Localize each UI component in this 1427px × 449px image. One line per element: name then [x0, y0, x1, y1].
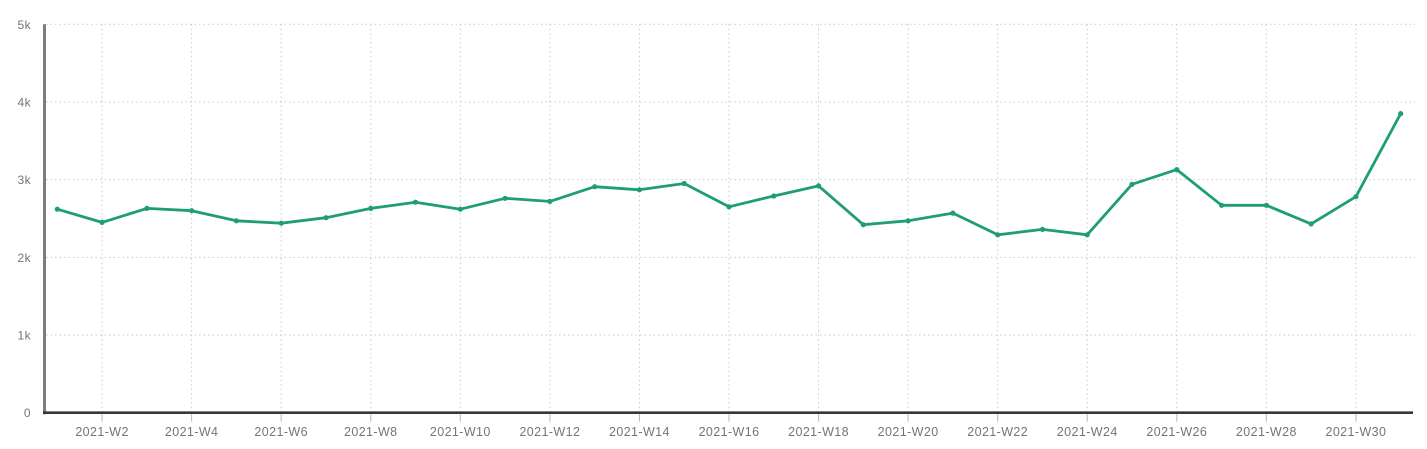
- data-point-marker[interactable]: [950, 210, 956, 216]
- data-point-marker[interactable]: [995, 232, 1001, 238]
- y-axis-label: 3k: [18, 173, 32, 187]
- data-point-marker[interactable]: [1353, 194, 1359, 200]
- data-point-marker[interactable]: [1084, 232, 1090, 238]
- data-point-marker[interactable]: [636, 187, 643, 193]
- x-axis-label: 2021-W2: [75, 425, 129, 439]
- data-point-marker[interactable]: [592, 184, 598, 190]
- x-axis-label: 2021-W22: [967, 425, 1028, 439]
- data-point-marker[interactable]: [547, 198, 553, 204]
- data-point-marker[interactable]: [368, 205, 374, 211]
- data-point-marker[interactable]: [1129, 181, 1135, 187]
- data-point-marker[interactable]: [502, 195, 508, 201]
- data-point-marker[interactable]: [1263, 202, 1269, 208]
- x-axis-label: 2021-W14: [609, 425, 670, 439]
- data-point-marker[interactable]: [412, 199, 419, 205]
- y-axis-label: 2k: [18, 251, 32, 265]
- data-point-marker[interactable]: [816, 183, 822, 189]
- y-axis-label: 1k: [18, 329, 32, 343]
- y-axis-label: 5k: [18, 18, 32, 32]
- data-point-marker[interactable]: [1039, 226, 1046, 232]
- data-point-marker[interactable]: [1219, 202, 1225, 208]
- data-point-marker[interactable]: [457, 206, 463, 212]
- data-point-marker[interactable]: [726, 204, 732, 210]
- data-point-marker[interactable]: [905, 218, 911, 224]
- data-point-marker[interactable]: [1308, 221, 1314, 227]
- data-point-marker[interactable]: [323, 215, 329, 221]
- x-axis-label: 2021-W16: [699, 425, 760, 439]
- data-point-marker[interactable]: [99, 219, 105, 225]
- data-point-marker[interactable]: [54, 206, 60, 212]
- y-axis-label: 4k: [18, 95, 32, 109]
- data-point-marker[interactable]: [278, 220, 284, 226]
- x-axis-label: 2021-W30: [1325, 425, 1386, 439]
- data-point-marker[interactable]: [681, 180, 687, 187]
- data-point-marker[interactable]: [860, 222, 866, 228]
- x-axis-label: 2021-W26: [1146, 425, 1207, 439]
- x-axis-label: 2021-W20: [878, 425, 939, 439]
- x-axis-label: 2021-W8: [344, 425, 398, 439]
- x-axis-label: 2021-W10: [430, 425, 491, 439]
- x-axis-label: 2021-W4: [165, 425, 219, 439]
- data-point-marker[interactable]: [771, 193, 777, 199]
- y-axis-label: 0: [24, 406, 31, 420]
- data-point-marker[interactable]: [1398, 111, 1404, 117]
- data-point-marker[interactable]: [144, 205, 150, 211]
- x-axis-label: 2021-W24: [1057, 425, 1118, 439]
- x-axis-label: 2021-W28: [1236, 425, 1297, 439]
- data-point-marker[interactable]: [189, 208, 195, 214]
- x-axis-label: 2021-W6: [254, 425, 308, 439]
- x-axis-label: 2021-W12: [519, 425, 580, 439]
- data-point-marker[interactable]: [233, 218, 239, 224]
- data-point-marker[interactable]: [1174, 167, 1180, 173]
- x-axis-label: 2021-W18: [788, 425, 849, 439]
